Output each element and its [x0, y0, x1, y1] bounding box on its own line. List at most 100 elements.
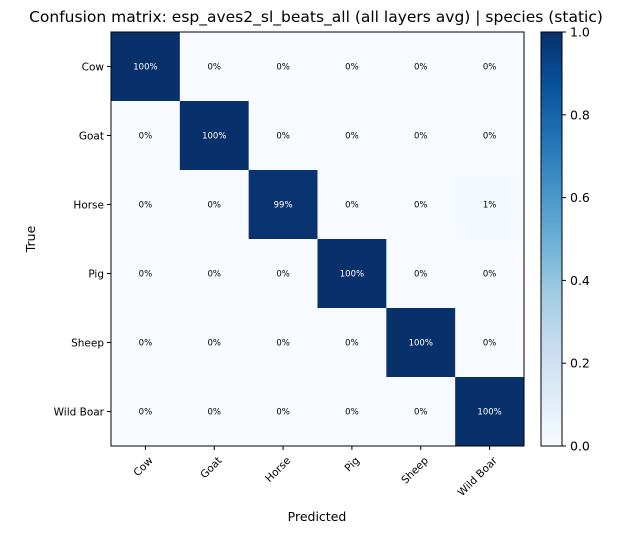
heatmap-cell: [111, 239, 181, 309]
colorbar-tick-label: 0.8: [570, 107, 590, 122]
colorbar-tick-label: 0.2: [570, 356, 590, 371]
plot-frame: [110, 31, 525, 447]
y-axis-label: True: [23, 225, 38, 253]
heatmap-cell: [455, 32, 525, 102]
heatmap-cell: [317, 308, 387, 378]
x-tick-label: Cow: [131, 454, 156, 479]
heatmap-cell: [455, 377, 525, 447]
cell-value-label: 99%: [274, 201, 293, 211]
cell-value-label: 0%: [139, 270, 153, 280]
y-tick-label: Wild Boar: [54, 407, 105, 419]
cell-value-label: 0%: [483, 270, 497, 280]
y-tick-label: Sheep: [71, 338, 104, 350]
heatmap-cell: [179, 239, 250, 309]
heatmap-cell: [386, 101, 456, 171]
heatmap-cell: [386, 32, 456, 102]
cell-value-label: 0%: [208, 270, 222, 280]
heatmap-cell: [386, 170, 456, 240]
cell-value-label: 100%: [133, 63, 157, 73]
cell-value-label: 100%: [340, 270, 364, 280]
x-tick-label: Goat: [198, 455, 224, 481]
heatmap-cell: [386, 239, 456, 309]
chart-title: Confusion matrix: esp_aves2_sl_beats_all…: [29, 8, 603, 27]
heatmap-cell: [248, 377, 318, 447]
heatmap-cell: [455, 101, 525, 171]
heatmap-cell: [248, 239, 318, 309]
heatmap-cell: [386, 308, 456, 378]
heatmap-cell: [317, 239, 387, 309]
heatmap-cell: [248, 170, 318, 240]
cell-value-label: 0%: [139, 201, 153, 211]
cell-value-label: 0%: [276, 270, 290, 280]
x-axis-label: Predicted: [288, 509, 347, 524]
cell-value-label: 0%: [276, 339, 290, 349]
cell-value-label: 0%: [483, 339, 497, 349]
y-tick-label: Horse: [73, 200, 104, 212]
y-tick-label: Pig: [88, 269, 104, 281]
colorbar-tick-label: 0.0: [570, 439, 590, 454]
cell-value-label: 0%: [276, 63, 290, 73]
cell-value-label: 0%: [345, 132, 359, 142]
heatmap-cell: [248, 308, 318, 378]
colorbar-ticks: 0.0 0.2 0.4 0.6 0.8 1.0: [562, 25, 590, 454]
heatmap-cell: [179, 308, 250, 378]
heatmap-cell: [317, 170, 387, 240]
x-tick-label: Horse: [263, 455, 293, 485]
cell-value-label: 0%: [414, 201, 428, 211]
y-axis-ticks: Cow Goat Horse Pig Sheep Wild Boar: [54, 62, 111, 419]
heatmap-cell: [317, 32, 387, 102]
cell-value-label: 0%: [345, 201, 359, 211]
cell-value-label: 0%: [345, 408, 359, 418]
cell-value-label: 0%: [276, 408, 290, 418]
colorbar-tick-label: 0.4: [570, 273, 590, 288]
colorbar: [540, 31, 563, 447]
cell-value-label: 100%: [409, 339, 433, 349]
cell-value-label: 1%: [483, 201, 497, 211]
colorbar-tick-label: 1.0: [570, 25, 590, 40]
heatmap-cell: [386, 377, 456, 447]
cell-value-label: 100%: [477, 408, 501, 418]
heatmap-cell: [455, 308, 525, 378]
heatmap-cell: [248, 101, 318, 171]
cell-value-label: 0%: [414, 132, 428, 142]
x-tick-label: Sheep: [399, 454, 431, 486]
cell-value-label: 0%: [208, 63, 222, 73]
heatmap-cell: [317, 377, 387, 447]
x-axis-ticks: Cow Goat Horse Pig Sheep Wild Boar: [131, 446, 500, 499]
heatmap-cell: [111, 377, 181, 447]
heatmap-cell: [179, 377, 250, 447]
heatmap-cell: [179, 170, 250, 240]
cell-value-label: 0%: [345, 339, 359, 349]
heatmap-cell: [179, 32, 250, 102]
heatmap-cell: [455, 170, 525, 240]
heatmap-cell: [455, 239, 525, 309]
cell-value-label: 0%: [208, 339, 222, 349]
heatmap-cell: [111, 32, 181, 102]
heatmap-cell: [111, 308, 181, 378]
cell-value-label: 0%: [139, 132, 153, 142]
cell-value-label: 0%: [276, 132, 290, 142]
x-tick-label: Pig: [343, 455, 363, 475]
cell-value-label: 100%: [202, 132, 226, 142]
x-tick-label: Wild Boar: [456, 454, 501, 499]
heatmap-cell: [111, 170, 181, 240]
cell-value-label: 0%: [139, 408, 153, 418]
cell-value-label: 0%: [414, 408, 428, 418]
colorbar-tick-label: 0.6: [570, 190, 590, 205]
cell-value-label: 0%: [208, 408, 222, 418]
heatmap-cell-labels: 100% 0% 0% 0% 0% 0% 0% 100% 0% 0% 0% 0% 0% 0% 99% 0% 0% 1…: [133, 63, 501, 418]
heatmap-cells: [111, 32, 525, 447]
y-tick-label: Cow: [82, 62, 105, 74]
cell-value-label: 0%: [139, 339, 153, 349]
heatmap-cell: [317, 101, 387, 171]
cell-value-label: 0%: [483, 63, 497, 73]
heatmap-cell: [111, 101, 181, 171]
cell-value-label: 0%: [414, 63, 428, 73]
heatmap-cell: [179, 101, 250, 171]
cell-value-label: 0%: [208, 201, 222, 211]
cell-value-label: 0%: [345, 63, 359, 73]
cell-value-label: 0%: [483, 132, 497, 142]
heatmap-cell: [248, 32, 318, 102]
y-tick-label: Goat: [79, 131, 104, 143]
